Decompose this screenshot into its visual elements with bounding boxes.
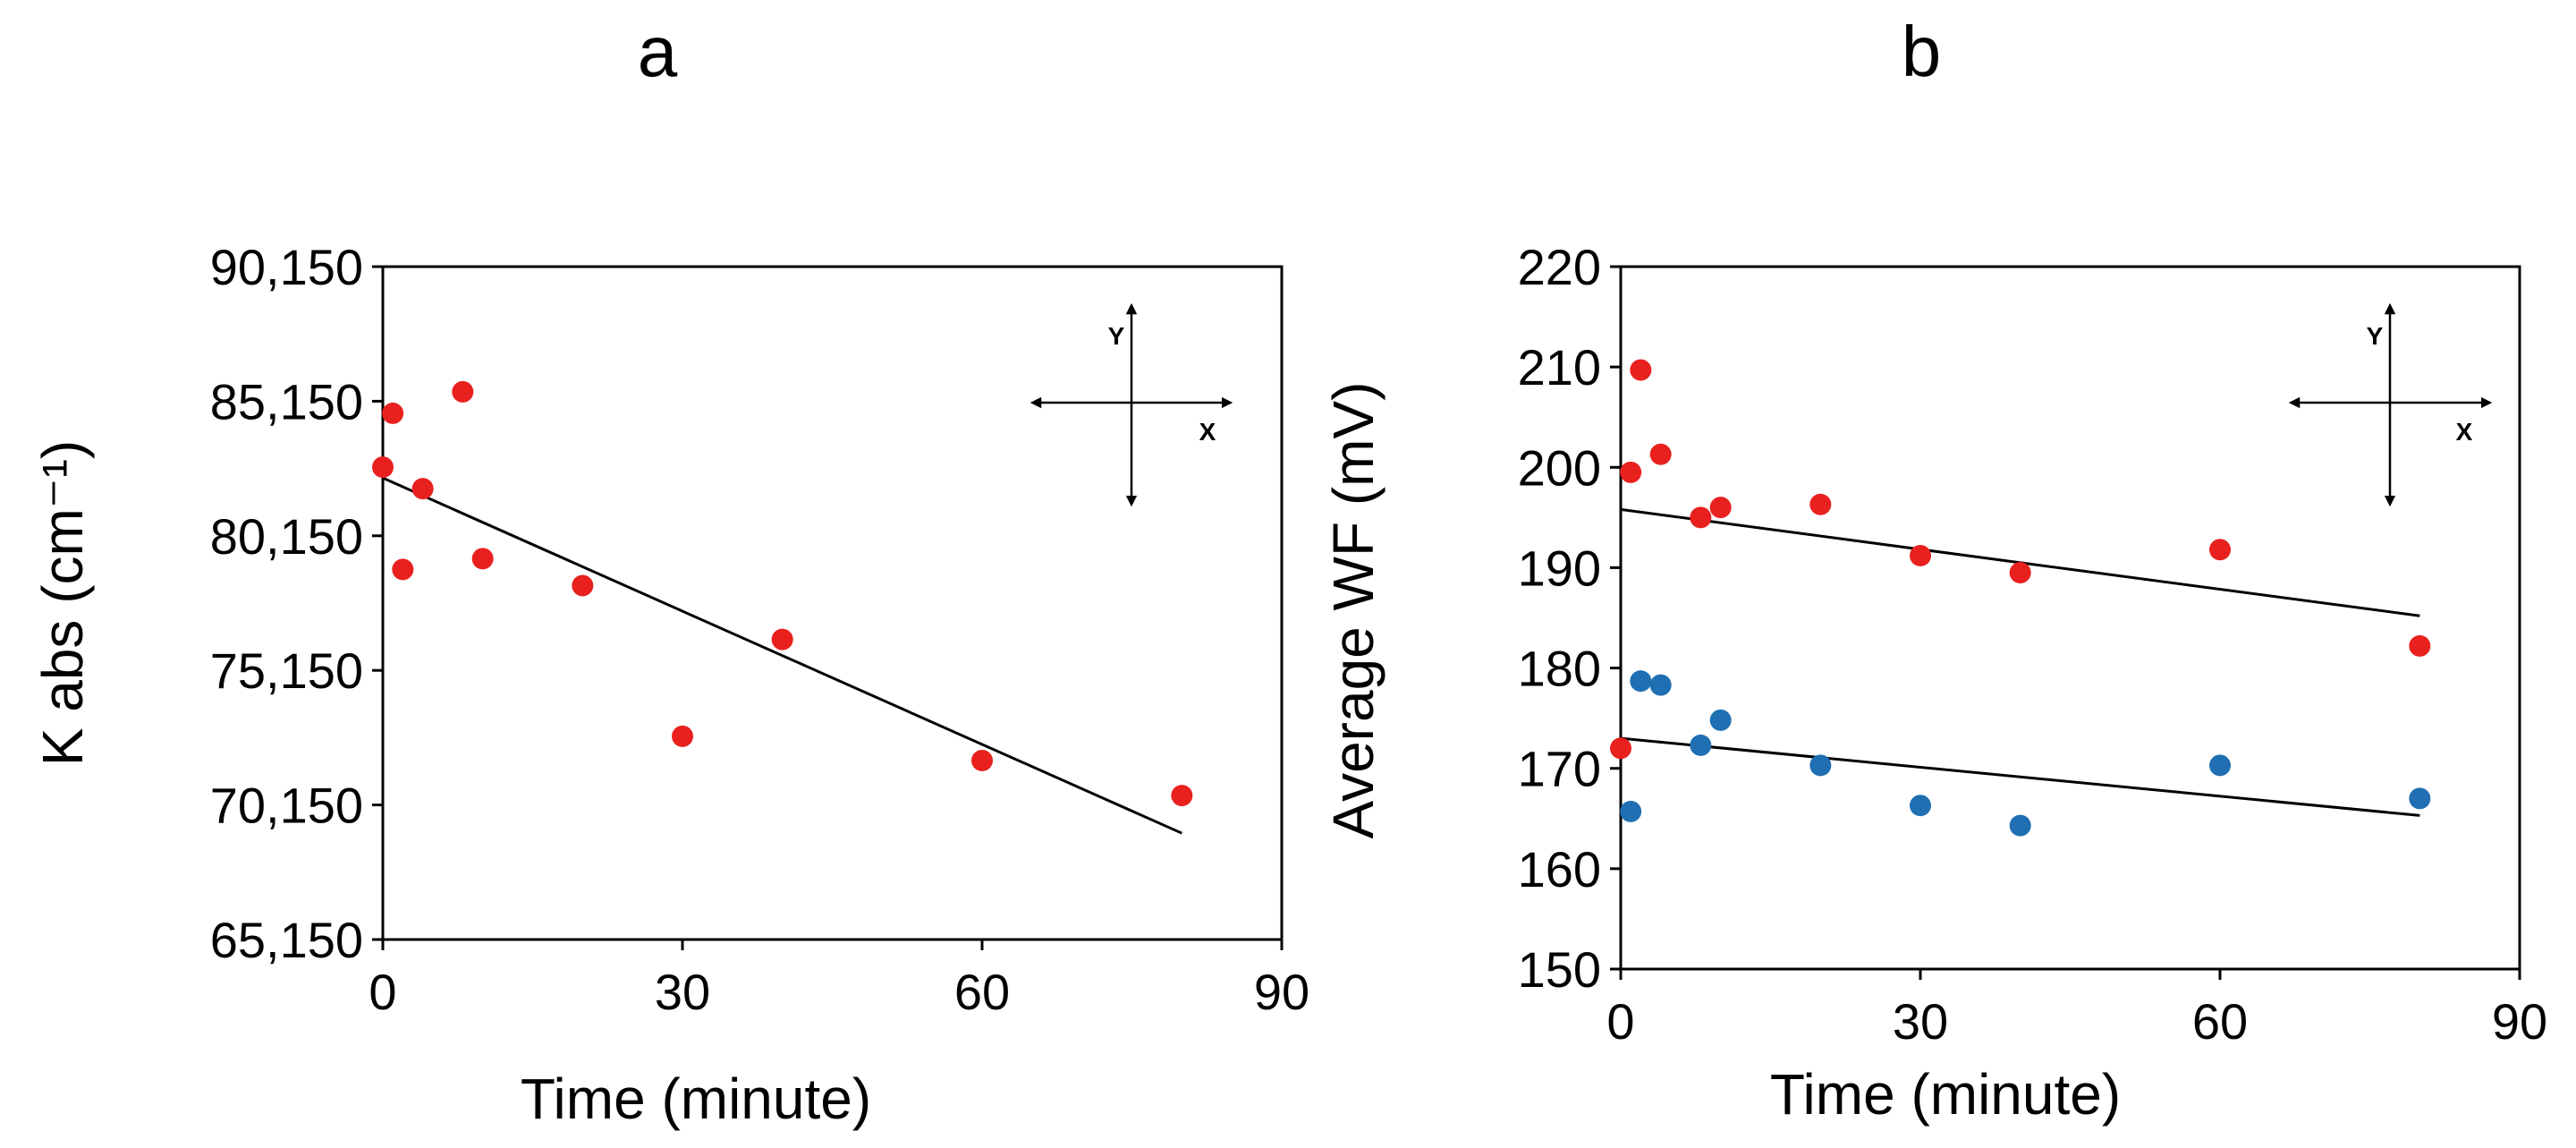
panel-b-y-tick-label: 160	[1518, 841, 1601, 897]
panel-a: a 65,150 70,150 75,150 80,150 85,150 90,150 0…	[30, 12, 1309, 1131]
panel-a-series-0-point	[372, 456, 394, 479]
panel-b: b 150 160 170 180 190 200 210 220 0 30 60 90 Time …	[1321, 12, 2547, 1127]
panel-a-x-tick-label: 60	[954, 964, 1010, 1020]
panel-a-x-tick-label: 90	[1254, 964, 1309, 1020]
panel-a-x-tick-label: 30	[655, 964, 710, 1020]
panel-b-series-1-trendline	[1620, 736, 2420, 817]
panel-b-y-tick-label: 170	[1518, 741, 1601, 797]
panel-b-series-1-point	[2409, 787, 2431, 810]
panel-b-y-tick-label: 210	[1518, 339, 1601, 395]
panel-b-x-tick-label: 90	[2492, 993, 2547, 1050]
panel-b-series-1-point	[1809, 754, 1832, 777]
panel-a-series-0-point	[471, 548, 494, 570]
panel-b-series-0-point	[2009, 562, 2031, 584]
panel-b-x-tick-label: 0	[1606, 993, 1634, 1050]
panel-a-series-0-point	[392, 558, 414, 581]
panel-b-x-tick-label: 30	[1893, 993, 1948, 1050]
panel-b-inset-x-label: X	[2456, 418, 2473, 446]
panel-b-x-axis-title: Time (minute)	[1770, 1062, 2121, 1127]
panel-b-y-tick-label: 150	[1518, 941, 1601, 998]
panel-a-series-0-point	[1171, 785, 1193, 807]
panel-b-series-0-point	[1709, 497, 1732, 519]
panel-a-series-0-point	[452, 380, 474, 403]
panel-b-series-0-point	[1610, 737, 1631, 760]
panel-a-series-0-point	[672, 725, 693, 747]
panel-a-y-tick-label: 85,150	[210, 373, 363, 429]
panel-a-inset-x-label: X	[1199, 418, 1216, 446]
panel-a-series-0-point	[572, 574, 594, 597]
panel-b-inset-y-label: Y	[2367, 322, 2384, 350]
panel-a-x-axis-title: Time (minute)	[521, 1067, 871, 1131]
panel-b-series-1-point	[1630, 670, 1652, 693]
panel-a-x-tick-label: 0	[369, 964, 396, 1020]
panel-b-x-tick-label: 60	[2192, 993, 2248, 1050]
panel-a-series-0-point	[771, 628, 793, 651]
panel-b-y-tick-label: 200	[1518, 439, 1601, 496]
panel-b-series-1-point	[1690, 734, 1712, 756]
panel-b-series-1-point	[1620, 800, 1642, 822]
panel-a-inset: Y X	[1030, 302, 1233, 507]
panel-b-series-0-point	[1910, 544, 1931, 566]
panel-a-inset-y-label: Y	[1108, 322, 1125, 350]
panel-a-y-tick-label: 90,150	[210, 239, 363, 295]
panel-a-letter: a	[638, 12, 678, 91]
panel-a-series-0-point	[382, 402, 404, 424]
panel-b-series-0-point	[2409, 634, 2431, 657]
panel-b-series-1-point	[2209, 754, 2231, 777]
panel-b-series-1-point	[1709, 709, 1732, 731]
panel-b-y-tick-label: 220	[1518, 239, 1601, 295]
panel-b-series-0-point	[2209, 539, 2231, 561]
panel-a-y-tick-label: 65,150	[210, 912, 363, 968]
panel-a-series-0-trendline	[382, 476, 1182, 835]
panel-a-series-0-point	[411, 478, 434, 500]
panel-b-series-1-point	[1649, 674, 1672, 696]
panel-b-series-0-point	[1649, 443, 1672, 465]
panel-a-plot-frame	[381, 265, 1284, 941]
panel-b-series-0-point	[1690, 506, 1712, 529]
panel-a-y-tick-label: 70,150	[210, 778, 363, 834]
panel-a-series-0-point	[971, 749, 993, 771]
panel-b-series-1-point	[1910, 795, 1931, 817]
panel-b-plot-frame	[1619, 265, 2521, 971]
panel-b-series-0-point	[1620, 461, 1642, 483]
panel-b-series-1-point	[2009, 814, 2031, 837]
panel-b-y-tick-label: 180	[1518, 641, 1601, 697]
panel-b-inset: Y X	[2288, 302, 2493, 507]
panel-b-y-axis-title: Average WF (mV)	[1321, 382, 1385, 839]
panel-a-y-tick-label: 75,150	[210, 642, 363, 699]
panel-b-series-0-point	[1630, 359, 1652, 381]
panel-b-y-tick-label: 190	[1518, 540, 1601, 596]
panel-b-series-0-point	[1809, 493, 1832, 515]
panel-a-y-tick-label: 80,150	[210, 508, 363, 565]
panel-b-letter: b	[1902, 12, 1942, 91]
panel-a-y-axis-title: K abs (cm⁻¹)	[30, 440, 95, 766]
